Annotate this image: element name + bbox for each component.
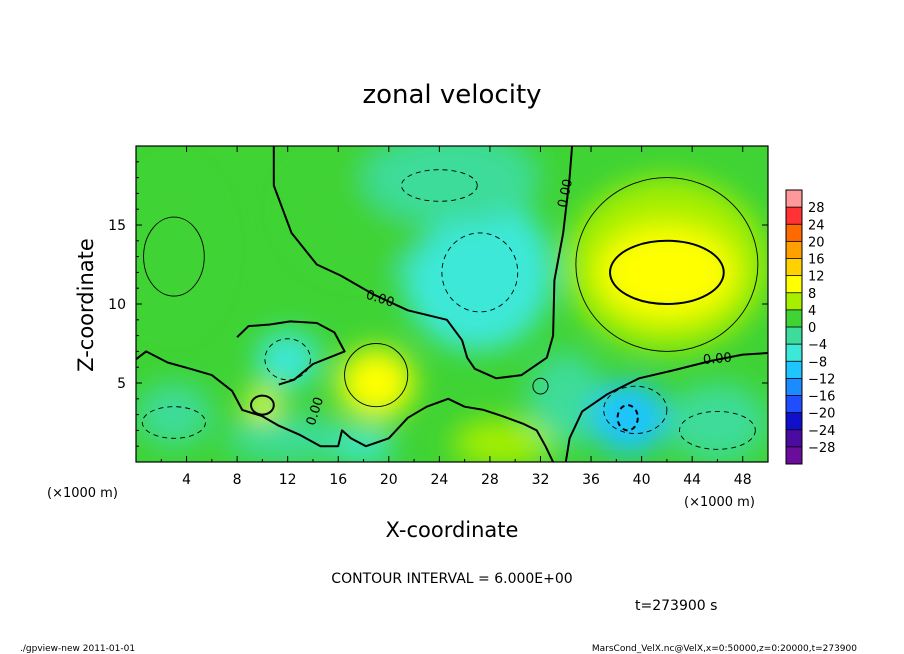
x-tick-label-3: 16: [329, 472, 347, 488]
colorbar-label-11: −16: [808, 390, 835, 405]
x-tick-label-1: 8: [233, 472, 242, 488]
contour-line-10: [141, 406, 206, 439]
x-unit-right: (×1000 m): [684, 495, 755, 510]
colorbar-swatch-0: [786, 190, 802, 208]
contour-line-6: [441, 232, 519, 313]
colorbar-label-2: 20: [808, 235, 825, 250]
zero-contour-2: [564, 352, 768, 462]
contour-line-5: [143, 216, 205, 297]
colorbar-swatch-9: [786, 344, 802, 362]
colorbar-swatch-12: [786, 395, 802, 414]
contour-line-0: [609, 239, 725, 305]
field-region-8: [224, 414, 351, 462]
footer-right: MarsCond_VelX.nc@VelX,x=0:50000,z=0:2000…: [592, 644, 857, 654]
colorbar-label-0: 28: [808, 201, 825, 216]
colorbar-label-5: 8: [808, 287, 816, 302]
field-region-4: [136, 169, 219, 328]
x-tick-label-5: 24: [430, 472, 448, 488]
x-tick-label-11: 48: [734, 472, 752, 488]
contour-line-11: [679, 410, 756, 450]
contour-line-7: [400, 169, 478, 202]
colorbar-label-8: −4: [808, 338, 827, 353]
y-axis: 5 10 15: [108, 161, 768, 447]
colorbar-swatch-2: [786, 224, 802, 242]
field-region-12: [136, 383, 212, 447]
contour-line-4: [344, 343, 409, 408]
colorbar-swatch-13: [786, 412, 802, 431]
footer-left: ./gpview-new 2011-01-01: [20, 644, 135, 654]
colorbar-label-4: 12: [808, 270, 825, 285]
x-axis-label: X-coordinate: [386, 518, 519, 542]
contour-line-1: [250, 394, 275, 416]
colorbar-swatch-5: [786, 275, 802, 294]
field-region-7: [527, 351, 604, 447]
y-tick-label-0: 5: [117, 376, 126, 392]
colorbar-swatch-11: [786, 378, 802, 396]
zero-contour-1: [136, 350, 555, 462]
colorbar-label-10: −12: [808, 372, 835, 387]
colorbar-swatch-7: [786, 309, 802, 328]
x-tick-label-9: 40: [633, 472, 651, 488]
colorbar-label-7: 0: [808, 321, 816, 336]
x-tick-label-8: 36: [582, 472, 600, 488]
x-unit-left: (×1000 m): [47, 486, 118, 501]
field-region-13: [256, 330, 320, 388]
contour-interval-text: CONTOUR INTERVAL = 6.000E+00: [331, 571, 572, 587]
x-tick-label-4: 20: [380, 472, 398, 488]
colorbar-swatch-8: [786, 327, 802, 345]
field-region-11: [452, 419, 554, 462]
velocity-field: [136, 146, 768, 462]
y-tick-label-1: 10: [108, 297, 126, 313]
field-region-1: [401, 193, 554, 352]
colorbar-swatch-6: [786, 292, 802, 311]
field-region-5: [597, 225, 737, 320]
contour-label-2: 0.00: [702, 351, 732, 368]
field-region-9: [591, 381, 667, 455]
plot-area: 0.000.000.000.00: [136, 146, 768, 462]
zero-contour-3: [236, 320, 346, 386]
contour-line-9: [264, 338, 311, 381]
x-tick-label-6: 28: [481, 472, 499, 488]
contour-label-1: 0.00: [555, 178, 576, 209]
colorbar-swatch-4: [786, 258, 802, 277]
colorbar: 28 24 20 16 12 8 4 0 −4 −8 −12 −16 −20 −24 −28: [785, 189, 835, 465]
x-tick-label-7: 32: [532, 472, 550, 488]
field-region-14: [331, 430, 396, 462]
x-tick-label-0: 4: [182, 472, 191, 488]
colorbar-swatch-1: [786, 207, 802, 225]
colorbar-swatch-14: [786, 429, 802, 448]
y-axis-label: Z-coordinate: [74, 238, 98, 372]
contour-line-12: [532, 377, 549, 395]
x-axis: 4 8 12 16 20 24 28 32 36 40 44 48: [160, 146, 752, 488]
y-tick-label-2: 15: [108, 218, 126, 234]
colorbar-label-13: −24: [808, 424, 835, 439]
x-tick-label-2: 12: [279, 472, 297, 488]
field-region-3: [363, 146, 541, 225]
colorbar-label-1: 24: [808, 218, 825, 233]
contour-line-3: [575, 177, 759, 352]
colorbar-label-14: −28: [808, 441, 835, 456]
contour-line-2: [616, 404, 639, 432]
colorbar-swatch-3: [786, 241, 802, 259]
colorbar-label-9: −8: [808, 355, 827, 370]
chart-title: zonal velocity: [362, 80, 541, 110]
colorbar-label-12: −20: [808, 407, 835, 422]
time-text: t=273900 s: [635, 598, 717, 614]
contour-lines: [136, 146, 768, 462]
colorbar-swatch-15: [786, 446, 802, 465]
colorbar-label-6: 4: [808, 304, 816, 319]
x-tick-label-10: 44: [683, 472, 701, 488]
field-region-6: [666, 383, 768, 462]
colorbar-swatch-10: [786, 361, 802, 379]
colorbar-label-3: 16: [808, 253, 825, 268]
contour-line-8: [603, 385, 668, 435]
zero-contour-0: [272, 146, 574, 380]
